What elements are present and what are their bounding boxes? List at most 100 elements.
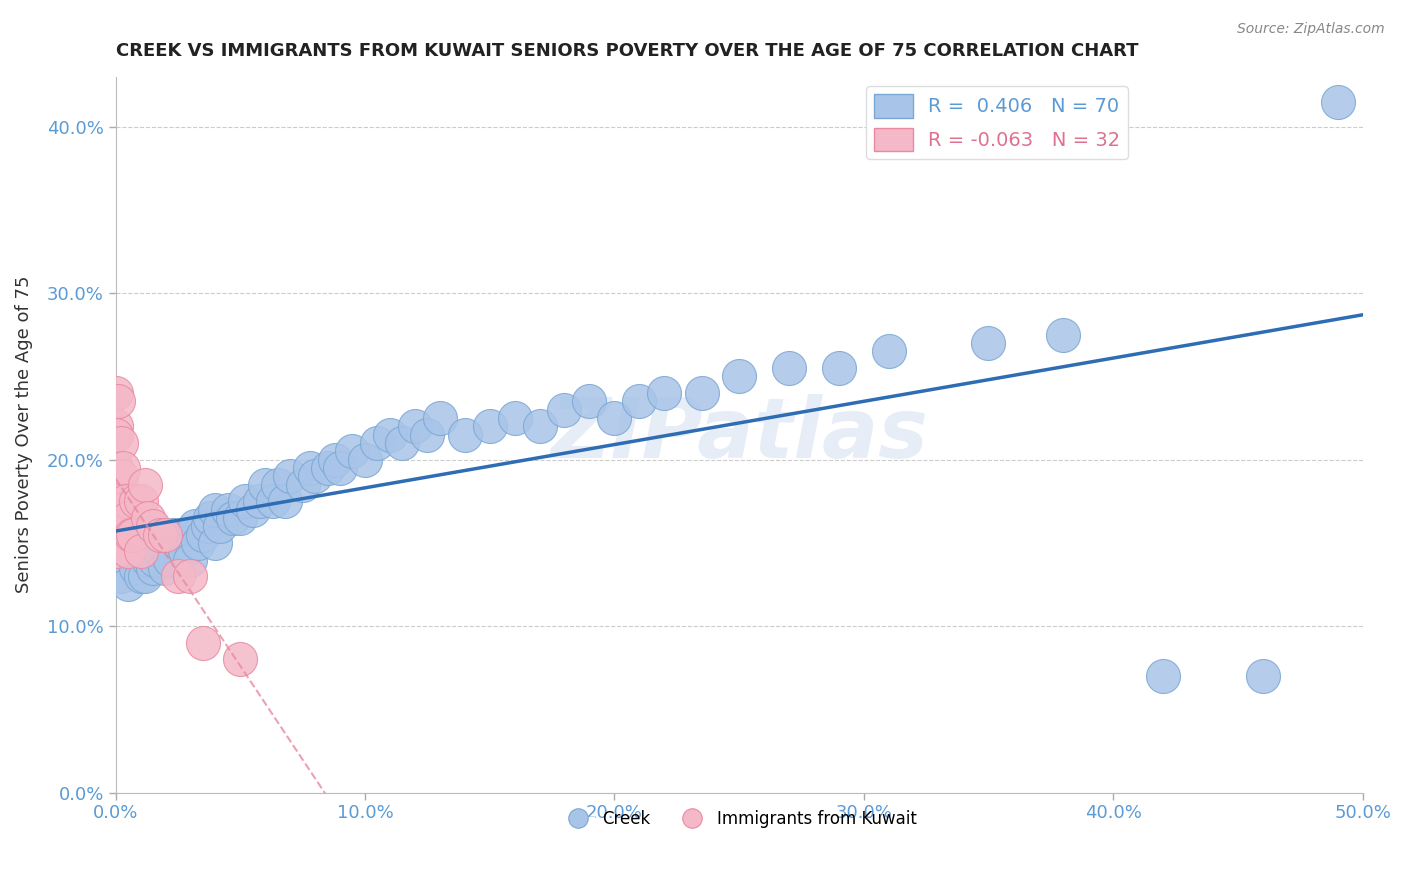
Point [1326, 95, 1348, 109]
Point [454, 427, 477, 442]
Point [136, 552, 159, 566]
Point [187, 536, 209, 550]
Point [249, 494, 271, 508]
Point [323, 452, 346, 467]
Point [229, 652, 252, 666]
Point [184, 519, 207, 533]
Point [652, 386, 675, 401]
Point [242, 502, 264, 516]
Point [404, 419, 426, 434]
Point [179, 569, 201, 583]
Point [129, 544, 152, 558]
Point [104, 477, 127, 491]
Point [124, 561, 146, 575]
Point [191, 527, 214, 541]
Point [299, 461, 322, 475]
Point [342, 444, 364, 458]
Point [104, 461, 127, 475]
Point [142, 519, 165, 533]
Point [204, 536, 226, 550]
Point [120, 527, 142, 541]
Point [117, 511, 139, 525]
Point [104, 386, 127, 401]
Point [191, 636, 214, 650]
Point [1052, 327, 1074, 342]
Point [114, 494, 136, 508]
Point [378, 427, 401, 442]
Point [778, 361, 800, 376]
Point [478, 419, 501, 434]
Point [233, 494, 256, 508]
Point [204, 502, 226, 516]
Point [104, 527, 127, 541]
Point [129, 494, 152, 508]
Y-axis label: Seniors Poverty Over the Age of 75: Seniors Poverty Over the Age of 75 [15, 276, 32, 593]
Point [262, 494, 284, 508]
Point [429, 411, 451, 425]
Point [155, 527, 177, 541]
Point [200, 511, 222, 525]
Point [304, 469, 326, 483]
Point [316, 461, 339, 475]
Point [110, 569, 132, 583]
Point [104, 544, 127, 558]
Point [222, 511, 245, 525]
Point [104, 419, 127, 434]
Point [122, 527, 145, 541]
Point [107, 519, 129, 533]
Point [136, 511, 159, 525]
Point [529, 419, 551, 434]
Legend: Creek, Immigrants from Kuwait: Creek, Immigrants from Kuwait [554, 803, 924, 834]
Point [167, 569, 190, 583]
Point [278, 469, 301, 483]
Point [329, 461, 352, 475]
Point [142, 536, 165, 550]
Point [728, 369, 751, 384]
Text: CREEK VS IMMIGRANTS FROM KUWAIT SENIORS POVERTY OVER THE AGE OF 75 CORRELATION C: CREEK VS IMMIGRANTS FROM KUWAIT SENIORS … [115, 42, 1137, 60]
Point [134, 477, 156, 491]
Point [104, 511, 127, 525]
Point [266, 477, 288, 491]
Point [254, 477, 277, 491]
Point [977, 336, 1000, 351]
Point [149, 527, 172, 541]
Point [603, 411, 626, 425]
Point [172, 527, 194, 541]
Point [107, 394, 129, 409]
Point [416, 427, 439, 442]
Point [162, 527, 184, 541]
Point [628, 394, 651, 409]
Point [366, 436, 388, 450]
Point [291, 477, 314, 491]
Point [578, 394, 600, 409]
Point [877, 344, 900, 359]
Point [142, 561, 165, 575]
Point [217, 502, 239, 516]
Point [124, 494, 146, 508]
Point [690, 386, 713, 401]
Point [155, 561, 177, 575]
Point [179, 552, 201, 566]
Point [112, 502, 135, 516]
Point [391, 436, 413, 450]
Point [197, 519, 219, 533]
Point [110, 436, 132, 450]
Point [129, 569, 152, 583]
Point [503, 411, 526, 425]
Point [229, 511, 252, 525]
Point [134, 569, 156, 583]
Point [1251, 669, 1274, 683]
Point [117, 544, 139, 558]
Point [117, 577, 139, 591]
Point [159, 552, 181, 566]
Point [104, 427, 127, 442]
Point [149, 544, 172, 558]
Point [354, 452, 377, 467]
Point [174, 544, 197, 558]
Point [828, 361, 851, 376]
Point [1152, 669, 1174, 683]
Point [274, 494, 297, 508]
Point [129, 544, 152, 558]
Text: ZIPatlas: ZIPatlas [550, 394, 928, 475]
Point [209, 519, 232, 533]
